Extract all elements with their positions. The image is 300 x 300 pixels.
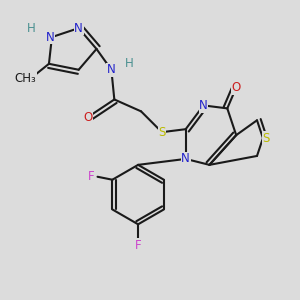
Text: O: O xyxy=(232,81,241,94)
Text: S: S xyxy=(262,132,270,145)
Text: O: O xyxy=(83,111,92,124)
Text: F: F xyxy=(135,238,141,252)
Text: N: N xyxy=(199,99,208,112)
Text: F: F xyxy=(88,170,95,183)
Text: N: N xyxy=(181,152,190,165)
Text: H: H xyxy=(125,57,134,70)
Text: H: H xyxy=(27,22,35,34)
Text: N: N xyxy=(46,31,55,44)
Text: N: N xyxy=(107,63,116,76)
Text: S: S xyxy=(158,126,166,139)
Text: CH₃: CH₃ xyxy=(14,72,36,85)
Text: N: N xyxy=(74,22,83,34)
